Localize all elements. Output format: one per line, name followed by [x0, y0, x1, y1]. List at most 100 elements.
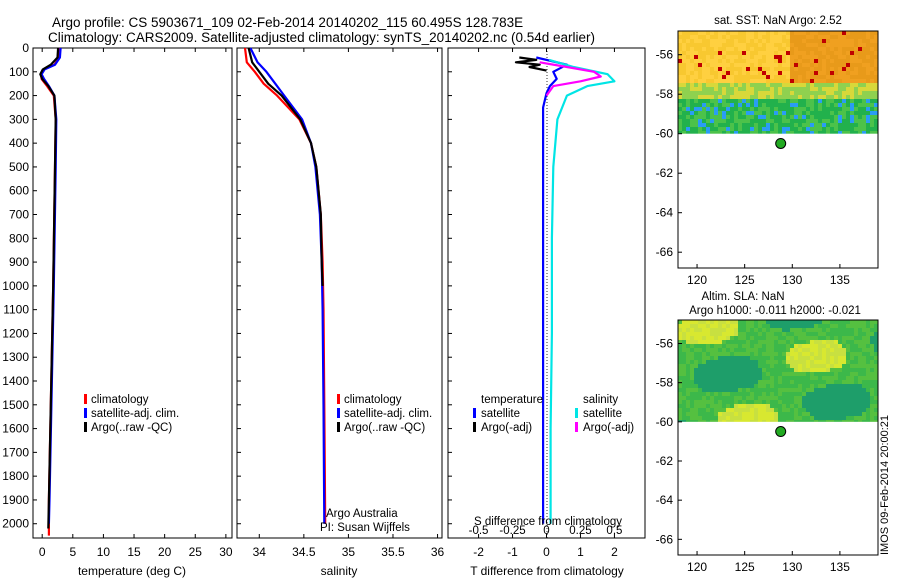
map-cell — [822, 336, 826, 340]
map-cell — [786, 51, 790, 55]
map-cell — [802, 360, 806, 364]
map-cell — [742, 51, 746, 55]
map-cell — [794, 348, 798, 352]
map-cell — [718, 412, 722, 416]
map-cell — [770, 368, 774, 372]
map-cell — [846, 99, 850, 103]
map-cell — [710, 127, 714, 131]
map-cell — [734, 119, 738, 123]
map-cell — [838, 368, 842, 372]
map-cell — [846, 328, 850, 332]
map-cell — [714, 83, 718, 87]
map-cell — [702, 115, 706, 119]
map-cell — [710, 83, 714, 87]
map-cell — [678, 412, 682, 416]
map-cell — [850, 79, 854, 83]
map-cell — [866, 123, 870, 127]
map-cell — [806, 63, 810, 67]
map-cell — [814, 416, 818, 420]
map-cell — [746, 55, 750, 59]
map-cell — [750, 404, 754, 408]
map-cell — [722, 328, 726, 332]
map-cell — [854, 95, 858, 99]
map-cell — [690, 107, 694, 111]
map-cell — [702, 356, 706, 360]
map-cell — [698, 79, 702, 83]
map-cell — [870, 328, 874, 332]
map-cell — [682, 31, 686, 35]
map-cell — [810, 404, 814, 408]
map-cell — [810, 360, 814, 364]
sla-map-title: Altim. SLA: NaN — [701, 291, 784, 303]
map-cell — [866, 119, 870, 123]
map-cell — [850, 75, 854, 79]
map-cell — [854, 336, 858, 340]
map-cell — [802, 396, 806, 400]
map-cell — [862, 131, 866, 134]
map-cell — [738, 35, 742, 39]
map-cell — [798, 83, 802, 87]
map-cell — [766, 352, 770, 356]
map-cell — [718, 388, 722, 392]
map-cell — [750, 43, 754, 47]
map-cell — [826, 404, 830, 408]
map-cell — [826, 83, 830, 87]
map-cell — [822, 376, 826, 380]
map-cell — [798, 131, 802, 134]
map-cell — [786, 79, 790, 83]
map-cell — [678, 388, 682, 392]
map-cell — [734, 320, 738, 324]
map-cell — [786, 412, 790, 416]
map-cell — [858, 87, 862, 91]
map-cell — [686, 336, 690, 340]
map-cell — [870, 380, 874, 384]
map-cell — [702, 91, 706, 95]
map-cell — [742, 119, 746, 123]
map-cell — [846, 131, 850, 134]
map-cell — [750, 51, 754, 55]
map-cell — [774, 95, 778, 99]
map-cell — [694, 75, 698, 79]
map-cell — [874, 336, 878, 340]
map-cell — [750, 107, 754, 111]
map-cell — [726, 356, 730, 360]
map-cell — [726, 67, 730, 71]
map-cell — [870, 332, 874, 336]
map-cell — [778, 87, 782, 91]
map-cell — [794, 51, 798, 55]
map-cell — [834, 51, 838, 55]
map-cell — [694, 111, 698, 115]
map-cell — [822, 63, 826, 67]
map-cell — [838, 107, 842, 111]
map-cell — [874, 328, 878, 332]
map-cell — [722, 408, 726, 412]
map-cell — [766, 107, 770, 111]
map-cell — [730, 123, 734, 127]
map-cell — [842, 356, 846, 360]
map-cell — [706, 376, 710, 380]
map-cell — [858, 320, 862, 324]
map-cell — [722, 103, 726, 107]
map-cell — [770, 412, 774, 416]
map-cell — [818, 404, 822, 408]
map-cell — [850, 39, 854, 43]
map-cell — [682, 39, 686, 43]
map-cell — [862, 392, 866, 396]
map-cell — [774, 384, 778, 388]
map-cell — [690, 35, 694, 39]
map-cell — [814, 380, 818, 384]
map-cell — [846, 59, 850, 63]
map-cell — [762, 420, 766, 422]
map-cell — [870, 416, 874, 420]
map-cell — [874, 420, 878, 422]
map-cell — [698, 119, 702, 123]
map-cell — [846, 348, 850, 352]
map-cell — [710, 420, 714, 422]
map-cell — [706, 408, 710, 412]
s-tick-label: 0 — [543, 525, 549, 537]
map-cell — [806, 127, 810, 131]
map-cell — [738, 348, 742, 352]
map-cell — [730, 412, 734, 416]
y-tick-label: 400 — [9, 136, 29, 150]
map-cell — [782, 75, 786, 79]
